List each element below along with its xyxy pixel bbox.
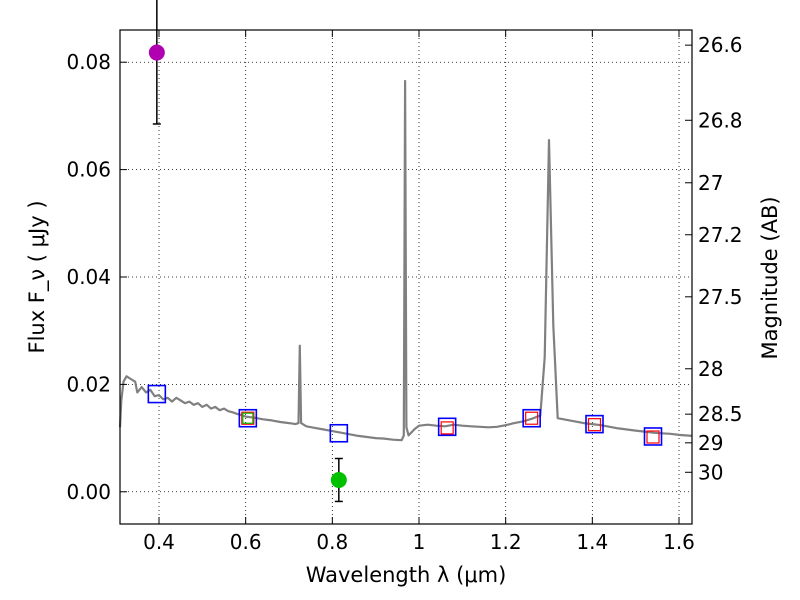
mag-tick-label: 27 [698, 171, 723, 195]
model-photometry-point [585, 414, 604, 434]
observed-photometry-point [587, 418, 602, 432]
mag-tick-label: 27.2 [698, 223, 743, 247]
x-tick-label: 1.6 [663, 530, 695, 554]
upper-point [148, 44, 165, 61]
mag-tick-label: 28.5 [698, 402, 743, 426]
y-tick-label: 0.02 [66, 372, 111, 396]
series-layer [118, 0, 693, 503]
observed-photometry-point [241, 411, 255, 425]
y-axis-title: Flux F_ν ( μJy ) [25, 200, 50, 353]
green-photometry-point [242, 412, 254, 424]
mag-tick-label: 26.8 [698, 108, 743, 132]
detection-point [330, 471, 347, 488]
model-photometry-point [643, 427, 663, 446]
x-tick-label: 1 [413, 530, 426, 554]
mag-tick-label: 27.5 [698, 285, 743, 309]
y-tick-label: 0.06 [66, 158, 111, 182]
observed-photometry-point [646, 430, 660, 444]
mag-tick-label: 26.6 [698, 33, 743, 57]
model-photometry-point [147, 384, 167, 404]
spectrum-line [118, 79, 693, 442]
x-axis-title: Wavelength λ (μm) [306, 563, 507, 587]
x-tick-label: 0.8 [316, 530, 348, 554]
x-tick-label: 0.4 [143, 530, 175, 554]
model-photometry-point [238, 408, 258, 428]
observed-photometry-point [440, 421, 454, 435]
mag-tick-label: 30 [698, 460, 723, 484]
grid [120, 30, 692, 524]
model-photometry-point [437, 417, 457, 437]
y-tick-label: 0.04 [66, 265, 111, 289]
model-photometry-point [522, 408, 541, 428]
ticks: 0.4 0.6 0.8 1 1.2 1.4 1.6 0.00 0.02 0.04 0.06 0.08 2… [66, 30, 743, 554]
x-tick-label: 1.4 [576, 530, 608, 554]
x-tick-label: 1.2 [490, 530, 522, 554]
y2-axis-title: Magnitude (AB) [758, 196, 782, 359]
y-tick-label: 0.00 [66, 480, 111, 504]
observed-photometry-point [525, 411, 539, 425]
mag-tick-label: 29 [698, 431, 723, 455]
x-tick-label: 0.6 [230, 530, 262, 554]
y-tick-label: 0.08 [66, 50, 111, 74]
mag-tick-label: 28 [698, 357, 723, 381]
model-photometry-point [329, 423, 349, 443]
